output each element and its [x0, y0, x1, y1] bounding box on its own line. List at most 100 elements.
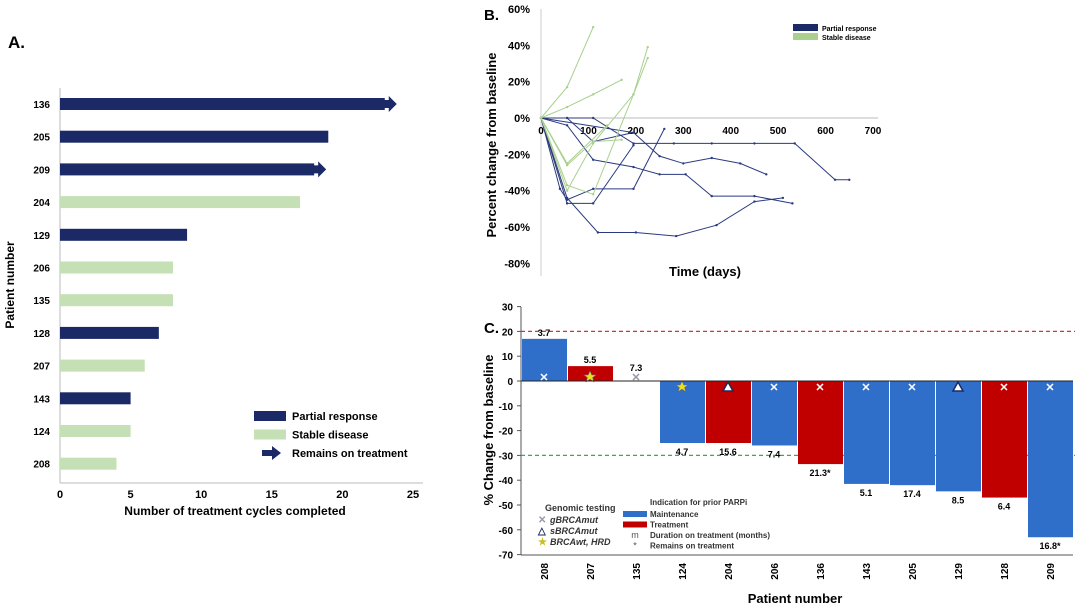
- a-bar: [60, 228, 188, 241]
- b-x-tick: 700: [865, 126, 882, 137]
- gbrca-cross-icon: ✕: [861, 382, 870, 394]
- b-point: [646, 56, 649, 60]
- b-point: [565, 124, 569, 127]
- b-point: [663, 127, 666, 131]
- c-x-tick: 207: [586, 563, 597, 580]
- a-bar: [60, 98, 385, 110]
- b-series-line: [540, 117, 783, 237]
- panel-b-label: B.: [484, 7, 499, 24]
- c-legend-genomic-label: gBRCAmut: [549, 515, 599, 525]
- b-point: [682, 162, 685, 165]
- a-bar: [60, 261, 173, 274]
- a-x-tick: 5: [128, 489, 134, 501]
- b-point: [565, 196, 569, 200]
- b-point: [632, 142, 635, 145]
- b-point: [646, 45, 649, 49]
- sbrca-triangle-icon: △: [537, 526, 546, 537]
- c-y-tick: 10: [502, 352, 514, 363]
- b-x-tick: 600: [817, 126, 834, 137]
- brca-wt-hrd-star-icon: ★: [538, 537, 547, 548]
- a-bar: [60, 326, 159, 339]
- b-point: [781, 196, 785, 200]
- c-y-tick: -50: [499, 501, 514, 512]
- c-duration-label: 8.5: [952, 495, 965, 505]
- b-x-tick: 300: [675, 126, 692, 137]
- b-series-line: [540, 117, 665, 201]
- c-x-tick: 206: [770, 563, 781, 580]
- b-x-tick: 100: [580, 126, 597, 137]
- c-x-tick: 208: [540, 563, 551, 580]
- c-x-tick: 205: [908, 563, 919, 580]
- a-x-tick: 10: [195, 489, 207, 501]
- c-legend-note-label: Remains on treatment: [650, 542, 734, 551]
- c-bar: [798, 381, 843, 465]
- c-duration-label: 21.3*: [809, 468, 831, 478]
- a-y-tick: 206: [33, 264, 50, 275]
- b-point: [591, 187, 595, 191]
- c-y-tick: -40: [499, 476, 514, 487]
- b-point: [658, 154, 661, 158]
- c-legend-indication-label: Maintenance: [650, 510, 699, 519]
- b-point: [632, 187, 635, 191]
- b-x-label: Time (days): [669, 264, 741, 279]
- b-x-tick: 400: [722, 126, 739, 137]
- b-point: [539, 116, 543, 120]
- b-point: [565, 164, 569, 167]
- a-legend-arrow-icon: [262, 446, 281, 460]
- a-bar: [60, 163, 315, 176]
- c-y-tick: 20: [502, 327, 514, 338]
- b-series-line: [540, 117, 793, 204]
- remains-arrow-icon: [312, 161, 327, 178]
- a-legend-label: Partial response: [292, 411, 378, 423]
- b-point: [634, 231, 638, 234]
- c-legend-swatch: [623, 511, 647, 517]
- c-duration-label: 5.1: [860, 488, 873, 498]
- b-point: [620, 78, 623, 82]
- b-point: [753, 200, 756, 203]
- brca-wt-hrd-star-icon: [675, 380, 689, 393]
- a-y-tick: 135: [33, 296, 50, 307]
- a-x-tick: 0: [57, 489, 63, 501]
- b-series-line: [540, 26, 594, 119]
- c-y-tick: -60: [499, 526, 514, 537]
- b-point: [632, 93, 635, 96]
- b-legend-swatch: [793, 33, 818, 40]
- a-y-tick: 205: [33, 133, 50, 144]
- b-y-label: Percent change from baseline: [484, 53, 499, 238]
- brca-wt-hrd-star-icon: [583, 370, 597, 383]
- c-duration-label: 17.4: [903, 489, 921, 499]
- b-point: [793, 142, 796, 145]
- remains-arrow-icon: [382, 96, 397, 112]
- c-x-tick: 128: [1000, 563, 1011, 580]
- c-bar: [752, 381, 797, 446]
- b-point: [710, 156, 713, 160]
- b-point: [565, 162, 569, 165]
- b-y-tick: -20%: [504, 149, 530, 161]
- c-x-tick: 124: [678, 563, 689, 580]
- b-point: [753, 194, 756, 198]
- gbrca-cross-icon: ✕: [538, 515, 546, 526]
- b-point: [672, 142, 675, 145]
- b-point: [739, 162, 742, 165]
- a-y-tick: 207: [33, 362, 50, 373]
- b-point: [833, 178, 837, 181]
- a-legend-swatch: [254, 429, 286, 440]
- b-point: [658, 173, 661, 176]
- b-x-tick: 200: [628, 126, 645, 137]
- c-legend-genomic-label: BRCAwt, HRD: [550, 537, 611, 547]
- c-y-tick: -30: [499, 451, 514, 462]
- b-point: [565, 105, 569, 109]
- c-legend-genomic-label: sBRCAmut: [550, 526, 599, 536]
- c-y-tick: 30: [502, 303, 514, 314]
- gbrca-cross-icon: ✕: [631, 372, 640, 384]
- c-duration-label: 5.5: [584, 355, 597, 365]
- a-bar: [60, 196, 301, 209]
- c-bar: [522, 338, 567, 381]
- c-duration-label: 4.7: [676, 447, 689, 457]
- b-y-tick: 40%: [508, 40, 530, 52]
- gbrca-cross-icon: ✕: [769, 382, 778, 394]
- a-y-tick: 143: [33, 394, 50, 405]
- b-point: [710, 142, 713, 145]
- sbrca-triangle-icon: [721, 380, 735, 392]
